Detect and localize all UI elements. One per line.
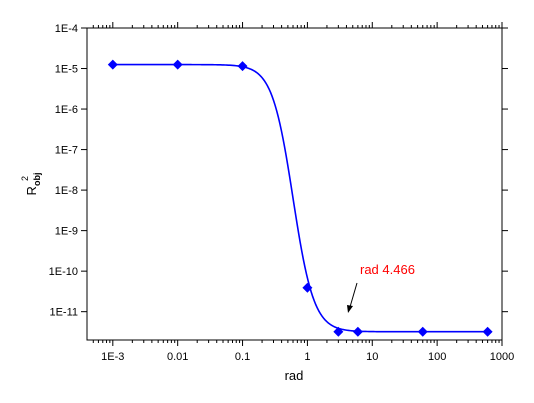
data-points: [107, 59, 493, 337]
svg-text:Robj: Robj: [24, 173, 42, 196]
data-point: [333, 326, 344, 337]
annotation-layer: rad 4.466: [347, 262, 415, 313]
x-tick-label: 1: [304, 351, 310, 363]
y-axis-title-sub: obj: [32, 173, 42, 187]
y-tick-label: 1E-6: [55, 104, 78, 116]
data-point: [482, 326, 493, 337]
plot-area: [86, 27, 503, 341]
annotation-arrowhead: [347, 305, 353, 313]
x-tick-label: 0.1: [235, 351, 250, 363]
data-point: [352, 326, 363, 337]
data-point: [417, 326, 428, 337]
data-point: [172, 59, 183, 70]
y-axis: 1E-11 1E-10 1E-9 1E-8 1E-7 1E-6 1E-5 1E-4: [49, 23, 508, 319]
y-axis-title-main: R: [24, 186, 39, 195]
y-tick-label: 1E-11: [49, 307, 78, 319]
fit-curve-layer: [112, 63, 488, 333]
data-point: [302, 282, 313, 293]
plot-frame: [86, 27, 503, 341]
y-tick-label: 1E-7: [55, 145, 78, 157]
x-axis-title: rad: [285, 368, 304, 383]
x-tick-label: 1E-3: [101, 351, 124, 363]
x-tick-label: 1000: [490, 351, 514, 363]
y-tick-label: 1E-4: [55, 23, 78, 35]
y-tick-label: 1E-10: [49, 266, 78, 278]
x-tick-label: 100: [428, 351, 446, 363]
x-tick-label: 10: [366, 351, 378, 363]
y-tick-label: 1E-8: [55, 185, 78, 197]
y-axis-title: Robj 2: [20, 173, 42, 196]
data-point: [107, 59, 118, 70]
x-tick-label: 0.01: [167, 351, 188, 363]
y-tick-label: 1E-5: [55, 64, 78, 76]
fit-curve-line: [112, 63, 488, 333]
annotation-label: rad 4.466: [360, 262, 415, 277]
data-point: [237, 61, 248, 72]
y-tick-label: 1E-9: [55, 226, 78, 238]
x-axis: 1E-3 0.01 0.1 1 10 100 1000: [92, 22, 514, 363]
y-axis-title-sup: 2: [20, 176, 30, 181]
annotation-arrow-line: [349, 282, 358, 308]
